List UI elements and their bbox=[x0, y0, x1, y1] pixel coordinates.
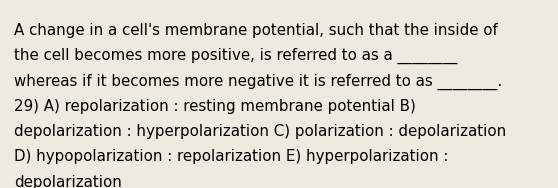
Text: the cell becomes more positive, is referred to as a ________: the cell becomes more positive, is refer… bbox=[14, 48, 458, 64]
Text: 29) A) repolarization : resting membrane potential B): 29) A) repolarization : resting membrane… bbox=[14, 99, 416, 114]
Text: A change in a cell's membrane potential, such that the inside of: A change in a cell's membrane potential,… bbox=[14, 23, 498, 38]
Text: depolarization : hyperpolarization C) polarization : depolarization: depolarization : hyperpolarization C) po… bbox=[14, 124, 506, 139]
Text: D) hypopolarization : repolarization E) hyperpolarization :: D) hypopolarization : repolarization E) … bbox=[14, 149, 448, 164]
Text: whereas if it becomes more negative it is referred to as ________.: whereas if it becomes more negative it i… bbox=[14, 73, 502, 89]
Text: depolarization: depolarization bbox=[14, 175, 122, 188]
